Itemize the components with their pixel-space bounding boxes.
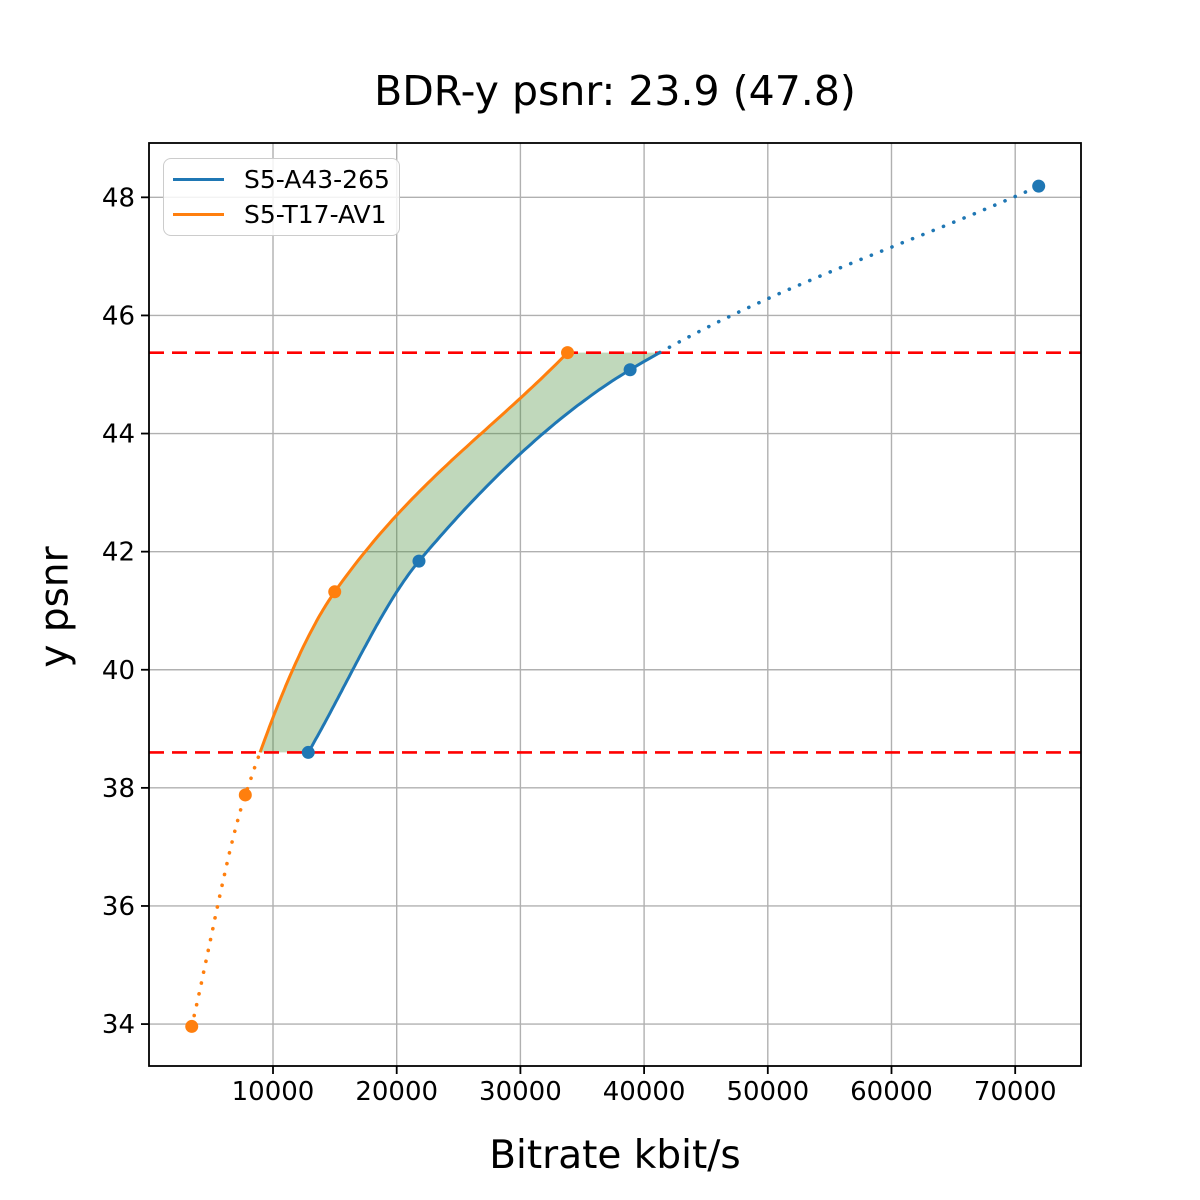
bd-overlap-fill	[260, 352, 660, 753]
data-point-marker	[301, 745, 315, 759]
chart-title: BDR-y psnr: 23.9 (47.8)	[374, 67, 856, 115]
legend-label: S5-T17-AV1	[244, 199, 387, 229]
legend-item: S5-T17-AV1	[173, 199, 399, 229]
legend-line-sample-orange	[173, 212, 224, 216]
legend: S5-A43-265 S5-T17-AV1	[163, 158, 400, 236]
y-tick-label: 34	[102, 1010, 135, 1040]
data-point-marker	[1032, 179, 1046, 193]
x-axis-label: Bitrate kbit/s	[489, 1133, 741, 1178]
x-tick-label: 30000	[479, 1077, 562, 1107]
legend-label: S5-A43-265	[244, 165, 390, 194]
x-tick-label: 60000	[850, 1077, 933, 1107]
series-line-solid	[258, 351, 569, 754]
plot-background	[149, 143, 1081, 1066]
x-tick-label: 40000	[603, 1077, 686, 1107]
data-point-marker	[412, 554, 426, 568]
y-tick-label: 44	[102, 420, 135, 450]
x-tick-label: 50000	[726, 1077, 809, 1107]
x-tick-label: 20000	[355, 1077, 438, 1107]
legend-item: S5-A43-265	[173, 166, 399, 194]
y-tick-label: 40	[102, 656, 135, 686]
data-point-marker	[328, 585, 342, 599]
y-tick-label: 48	[102, 183, 135, 213]
y-axis-label: y psnr	[32, 546, 78, 668]
series-line-solid	[306, 351, 661, 754]
data-point-marker	[561, 346, 575, 360]
legend-line-sample-blue	[173, 178, 224, 182]
plot-border	[148, 142, 1082, 1067]
y-tick-label: 42	[102, 538, 135, 568]
series-line-dotted	[657, 184, 1041, 355]
data-point-marker	[185, 1019, 199, 1033]
y-tick-label: 36	[102, 892, 135, 922]
data-point-marker	[623, 363, 637, 377]
y-tick-label: 46	[102, 301, 135, 331]
y-tick-label: 38	[102, 774, 135, 804]
x-tick-label: 10000	[232, 1077, 315, 1107]
x-tick-label: 70000	[974, 1077, 1057, 1107]
data-point-marker	[238, 788, 252, 802]
